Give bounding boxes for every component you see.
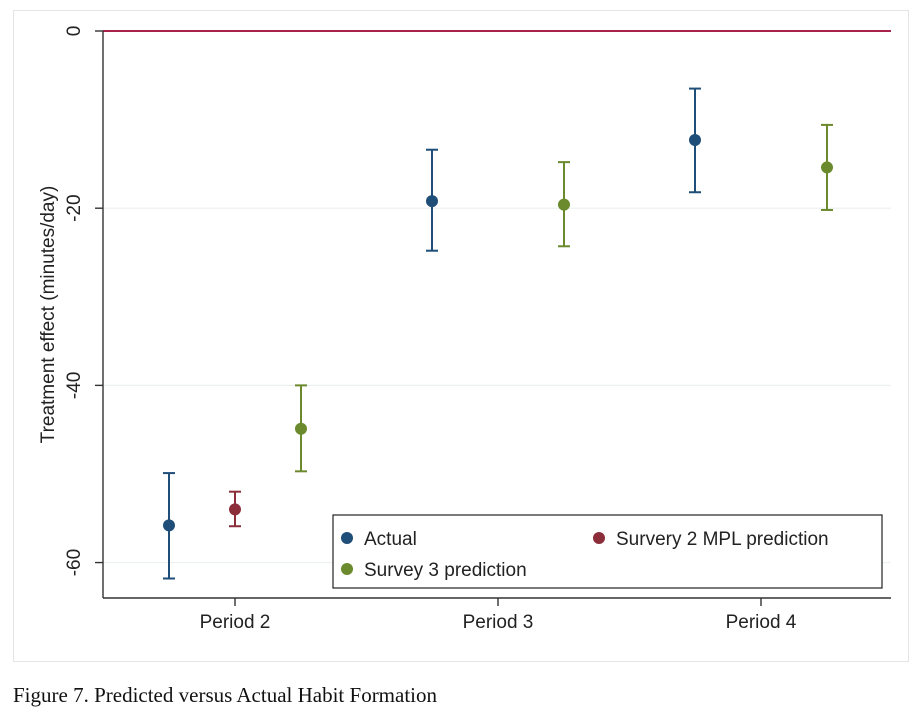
y-tick-label: -60 — [64, 549, 85, 576]
y-tick-label: 0 — [64, 26, 85, 37]
legend-box — [332, 514, 883, 589]
figure-caption: Figure 7. Predicted versus Actual Habit … — [13, 683, 438, 707]
chart-frame: 0 -20 -40 -60 Period 2 Period 3 Period 4 Trea… — [13, 10, 909, 662]
data-point — [229, 503, 241, 516]
legend-item: Actual — [341, 529, 417, 550]
y-axis-title: Treatment effect (minutes/day) — [38, 186, 59, 444]
data-marks — [163, 87, 833, 580]
data-point-group — [163, 472, 175, 580]
x-tick-label: Period 2 — [200, 612, 271, 633]
data-point-group — [426, 148, 438, 252]
legend-label: Survery 2 MPL prediction — [616, 529, 829, 550]
data-point-group — [689, 87, 701, 194]
legend: Actual Survery 2 MPL prediction Survey 3 p… — [332, 514, 883, 589]
data-point — [558, 198, 570, 211]
data-point-group — [229, 490, 241, 528]
legend-marker — [341, 563, 353, 575]
data-point-group — [821, 123, 833, 211]
x-ticks: Period 2 Period 3 Period 4 — [200, 598, 797, 633]
y-tick-label: -40 — [64, 372, 85, 399]
gridlines — [103, 207, 891, 564]
data-point-group — [558, 161, 570, 248]
legend-label: Actual — [364, 529, 417, 550]
data-point — [426, 195, 438, 208]
data-point — [163, 519, 175, 532]
y-ticks: 0 -20 -40 -60 — [64, 26, 103, 576]
legend-item: Survey 3 prediction — [341, 560, 527, 581]
legend-marker — [341, 532, 353, 544]
data-point — [689, 133, 701, 146]
axes — [102, 31, 891, 599]
y-tick-label: -20 — [64, 194, 85, 221]
data-point — [821, 161, 833, 174]
data-point — [295, 422, 307, 435]
x-tick-label: Period 3 — [463, 612, 534, 633]
legend-label: Survey 3 prediction — [364, 560, 527, 581]
legend-item: Survery 2 MPL prediction — [593, 529, 829, 550]
legend-marker — [593, 532, 605, 544]
x-tick-label: Period 4 — [726, 612, 797, 633]
data-point-group — [295, 384, 307, 473]
error-bar-chart: 0 -20 -40 -60 Period 2 Period 3 Period 4 Trea… — [38, 26, 891, 633]
